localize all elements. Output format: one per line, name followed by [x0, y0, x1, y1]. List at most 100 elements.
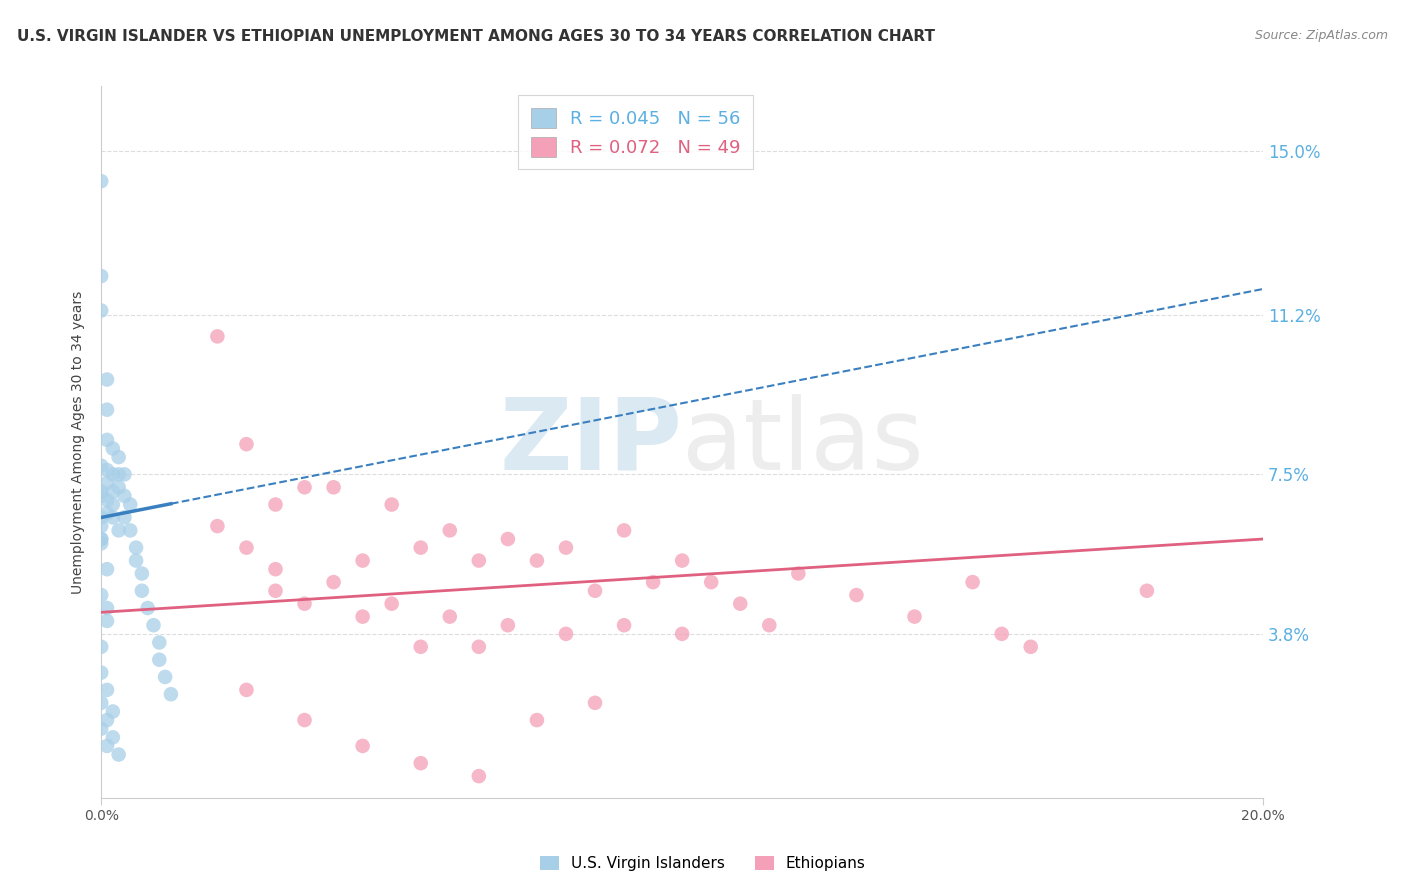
- Point: [160, 687, 183, 701]
- Point: [101, 467, 124, 482]
- Point: [107, 747, 129, 762]
- Point: [148, 653, 170, 667]
- Point: [131, 566, 153, 581]
- Legend: R = 0.045   N = 56, R = 0.072   N = 49: R = 0.045 N = 56, R = 0.072 N = 49: [517, 95, 754, 169]
- Point: [90, 458, 112, 473]
- Point: [294, 597, 316, 611]
- Point: [526, 553, 548, 567]
- Point: [101, 731, 124, 745]
- Point: [90, 665, 112, 680]
- Point: [148, 635, 170, 649]
- Point: [96, 433, 118, 447]
- Point: [90, 532, 112, 546]
- Point: [101, 498, 124, 512]
- Point: [96, 713, 118, 727]
- Point: [613, 618, 636, 632]
- Point: [96, 493, 118, 508]
- Point: [96, 614, 118, 628]
- Point: [468, 553, 491, 567]
- Point: [758, 618, 780, 632]
- Point: [90, 588, 112, 602]
- Point: [787, 566, 810, 581]
- Point: [845, 588, 868, 602]
- Point: [409, 640, 432, 654]
- Point: [96, 372, 118, 386]
- Point: [96, 562, 118, 576]
- Point: [1019, 640, 1042, 654]
- Point: [235, 541, 257, 555]
- Point: [90, 303, 112, 318]
- Point: [96, 601, 118, 615]
- Point: [153, 670, 176, 684]
- Point: [496, 618, 519, 632]
- Point: [671, 553, 693, 567]
- Point: [496, 532, 519, 546]
- Text: ZIP: ZIP: [499, 393, 682, 491]
- Point: [990, 627, 1012, 641]
- Point: [125, 553, 148, 567]
- Point: [90, 484, 112, 499]
- Y-axis label: Unemployment Among Ages 30 to 34 years: Unemployment Among Ages 30 to 34 years: [72, 291, 86, 594]
- Point: [583, 583, 606, 598]
- Point: [114, 510, 136, 524]
- Point: [381, 498, 404, 512]
- Point: [468, 769, 491, 783]
- Point: [96, 739, 118, 753]
- Point: [439, 524, 461, 538]
- Point: [107, 450, 129, 464]
- Point: [96, 682, 118, 697]
- Point: [101, 442, 124, 456]
- Point: [962, 575, 984, 590]
- Point: [468, 640, 491, 654]
- Point: [439, 609, 461, 624]
- Point: [101, 705, 124, 719]
- Point: [555, 627, 578, 641]
- Point: [322, 575, 344, 590]
- Text: atlas: atlas: [682, 393, 924, 491]
- Point: [107, 480, 129, 494]
- Point: [90, 536, 112, 550]
- Point: [120, 498, 142, 512]
- Point: [671, 627, 693, 641]
- Point: [96, 475, 118, 490]
- Point: [114, 489, 136, 503]
- Point: [264, 583, 287, 598]
- Point: [409, 756, 432, 771]
- Point: [90, 268, 112, 283]
- Point: [90, 174, 112, 188]
- Point: [322, 480, 344, 494]
- Point: [90, 519, 112, 533]
- Point: [728, 597, 751, 611]
- Point: [107, 467, 129, 482]
- Point: [207, 519, 229, 533]
- Point: [1136, 583, 1159, 598]
- Point: [90, 510, 112, 524]
- Point: [101, 484, 124, 499]
- Point: [409, 541, 432, 555]
- Point: [352, 739, 374, 753]
- Point: [107, 524, 129, 538]
- Text: Source: ZipAtlas.com: Source: ZipAtlas.com: [1254, 29, 1388, 43]
- Point: [101, 510, 124, 524]
- Point: [613, 524, 636, 538]
- Point: [700, 575, 723, 590]
- Point: [643, 575, 665, 590]
- Point: [90, 489, 112, 503]
- Point: [131, 583, 153, 598]
- Text: U.S. VIRGIN ISLANDER VS ETHIOPIAN UNEMPLOYMENT AMONG AGES 30 TO 34 YEARS CORRELA: U.S. VIRGIN ISLANDER VS ETHIOPIAN UNEMPL…: [17, 29, 935, 45]
- Legend: U.S. Virgin Islanders, Ethiopians: U.S. Virgin Islanders, Ethiopians: [534, 850, 872, 877]
- Point: [125, 541, 148, 555]
- Point: [96, 506, 118, 520]
- Point: [294, 480, 316, 494]
- Point: [142, 618, 165, 632]
- Point: [90, 532, 112, 546]
- Point: [96, 463, 118, 477]
- Point: [96, 402, 118, 417]
- Point: [90, 696, 112, 710]
- Point: [294, 713, 316, 727]
- Point: [555, 541, 578, 555]
- Point: [235, 682, 257, 697]
- Point: [264, 498, 287, 512]
- Point: [90, 640, 112, 654]
- Point: [235, 437, 257, 451]
